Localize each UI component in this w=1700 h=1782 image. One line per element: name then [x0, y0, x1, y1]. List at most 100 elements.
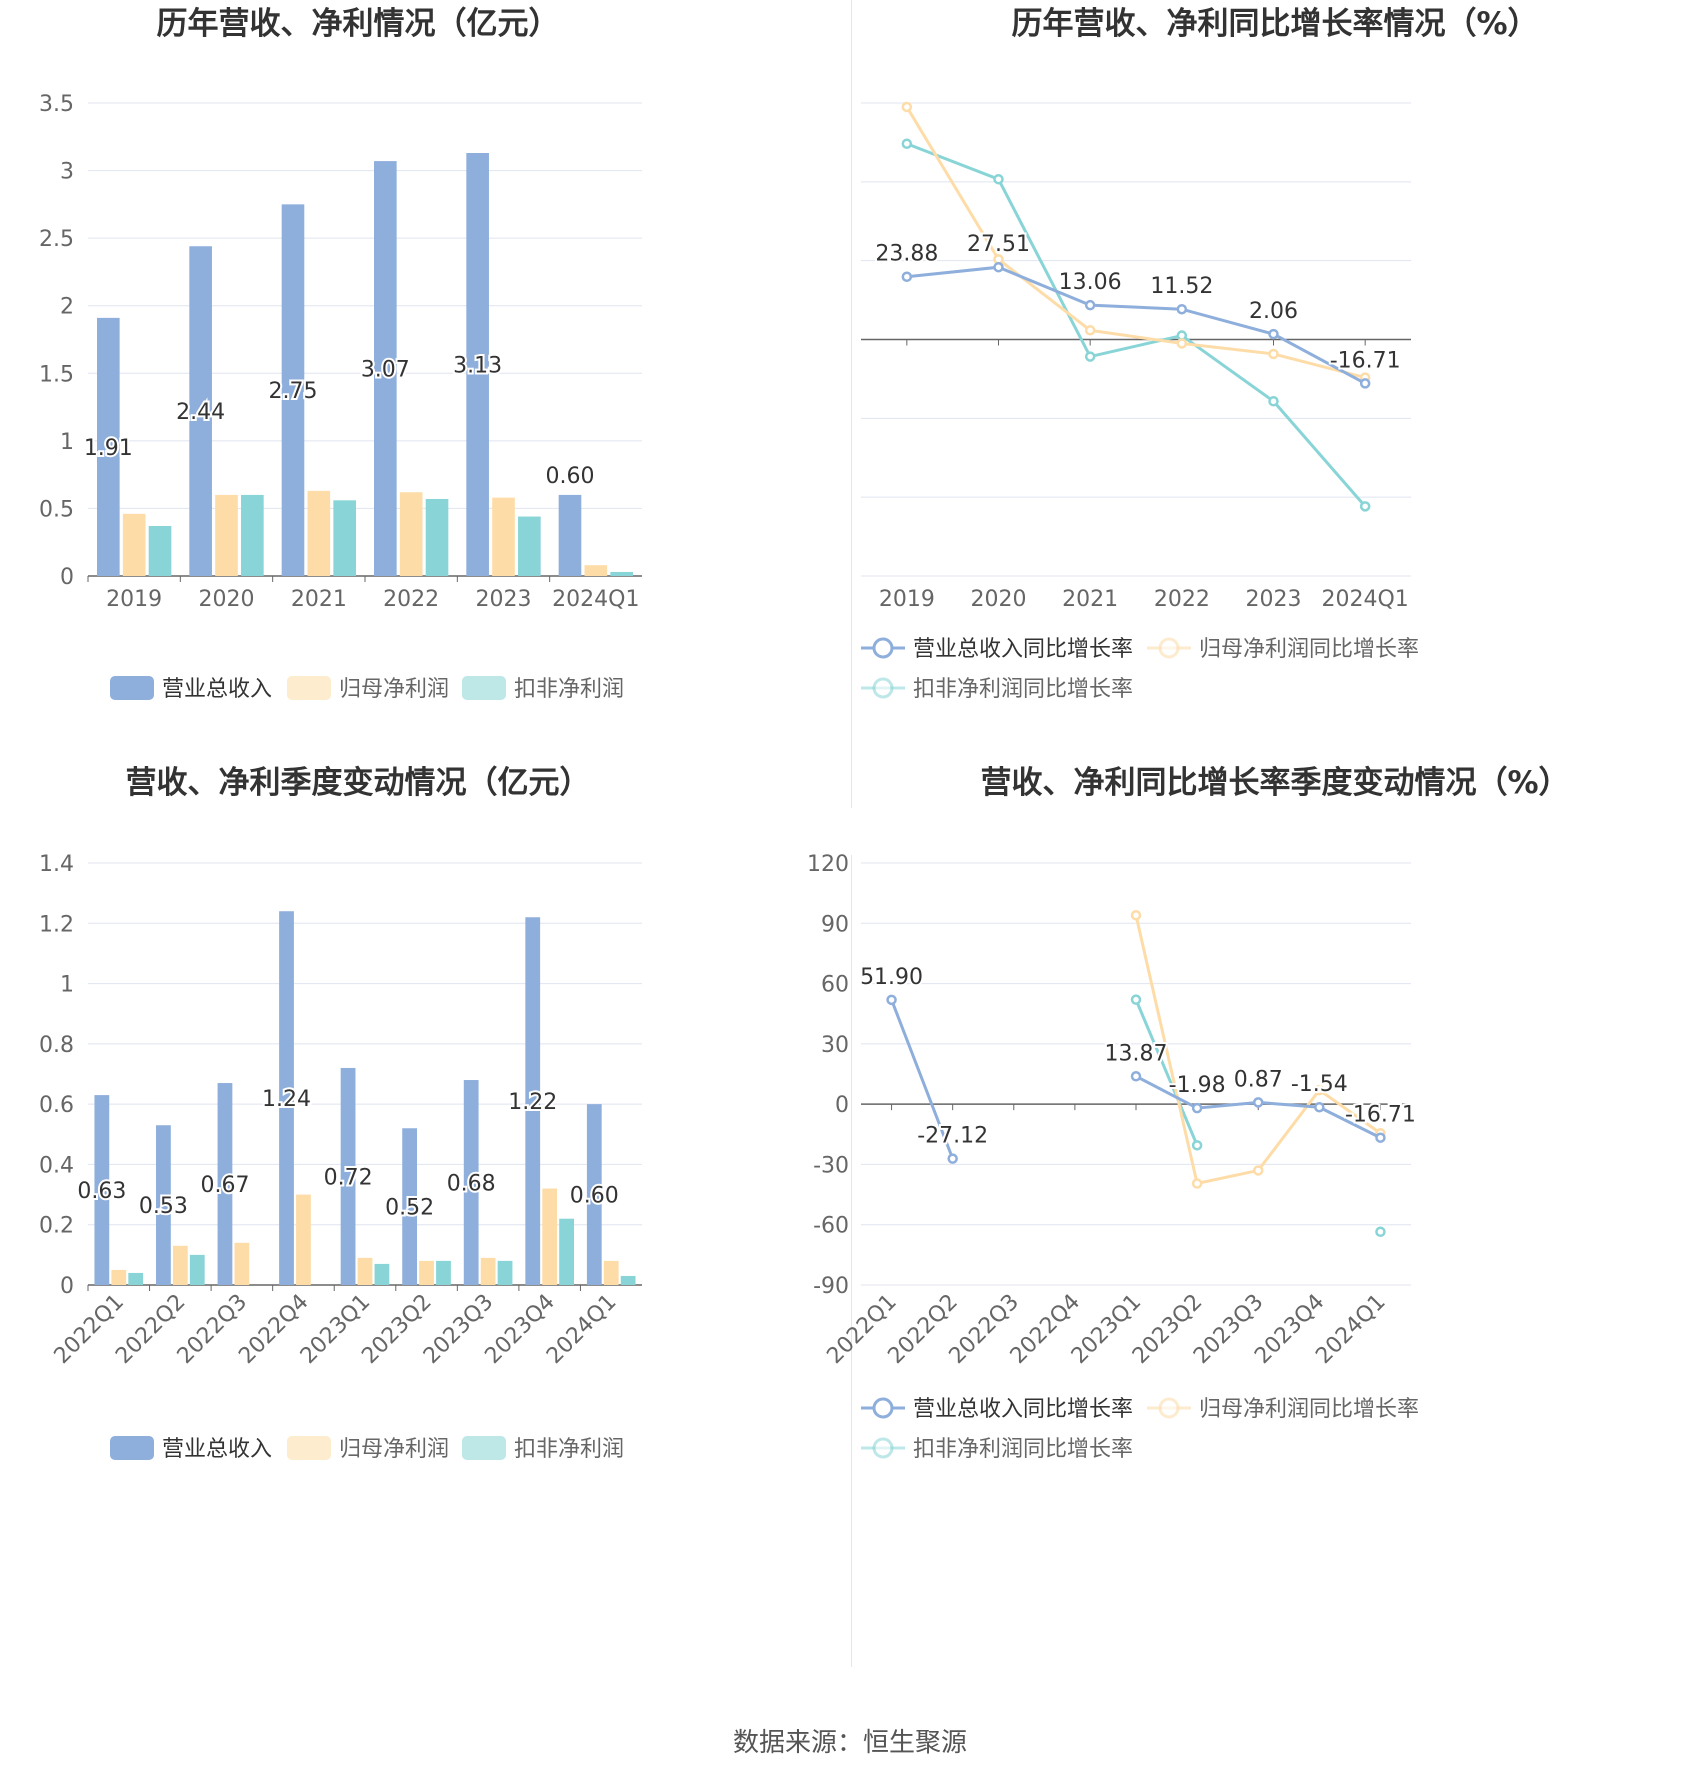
legend-label: 营业总收入 [162, 1437, 272, 1462]
bar-net-profit [603, 1260, 619, 1285]
y-tick-label: 1 [60, 973, 74, 998]
x-tick-label: 2019 [879, 587, 935, 612]
bar-deducted-profit [333, 500, 356, 576]
bar-net-profit [480, 1257, 496, 1285]
data-label: 0.53 [139, 1194, 188, 1219]
legend-label: 扣非净利润 [514, 677, 624, 702]
legend-marker [872, 1397, 894, 1419]
bar-revenue [466, 153, 489, 576]
data-label: -27.12 [917, 1124, 988, 1149]
data-label: 13.87 [1105, 1041, 1168, 1066]
plot-area: 00.20.40.60.811.21.42022Q10.632022Q20.53… [39, 852, 642, 1462]
bar-revenue [189, 246, 212, 576]
y-tick-label: -90 [813, 1274, 849, 1299]
series-point-net-profit [1191, 1178, 1203, 1189]
legend-marker [872, 677, 894, 699]
y-tick-label: 60 [821, 973, 849, 998]
data-label: 1.24 [262, 1087, 311, 1112]
series-point-net-profit [1252, 1165, 1264, 1176]
series-point-net-profit [1268, 348, 1279, 360]
x-tick-label: 2022 [1154, 587, 1210, 612]
data-label: 0.72 [324, 1165, 373, 1190]
quarterly-revenue-profit-chart: 营收、净利季度变动情况（亿元）00.20.40.60.811.21.42022Q… [39, 765, 642, 1462]
bar-deducted-profit [241, 494, 264, 576]
legend-swatch [287, 1436, 331, 1460]
chart-title: 营收、净利同比增长率季度变动情况（%） [980, 765, 1569, 801]
x-tick-label: 2019 [106, 587, 162, 612]
y-tick-label: 120 [807, 852, 849, 877]
series-point-revenue [947, 1153, 958, 1164]
data-source-note: 数据来源：恒生聚源 [732, 1728, 967, 1758]
legend-label: 扣非净利润 [514, 1437, 624, 1462]
data-label: -1.98 [1169, 1073, 1226, 1098]
legend-swatch [462, 676, 506, 700]
data-label: 2.44 [176, 400, 225, 425]
y-tick-label: 0 [60, 1274, 74, 1299]
bar-revenue [525, 917, 541, 1285]
series-point-net-profit [1130, 909, 1142, 921]
data-label: -16.71 [1330, 348, 1401, 373]
data-label: 11.52 [1150, 274, 1213, 299]
x-tick-label: 2022 [383, 587, 439, 612]
bar-revenue [402, 1128, 418, 1285]
y-tick-label: 2.5 [39, 227, 74, 252]
legend-marker [872, 637, 894, 659]
bar-deducted-profit [518, 516, 541, 576]
legend-label: 归母净利润 [339, 677, 449, 702]
x-tick-label: 2020 [199, 587, 255, 612]
annual-growth-rate-chart: 历年营收、净利同比增长率情况（%）-90-60-3003060902019202… [861, 6, 1539, 702]
chart-title: 历年营收、净利同比增长率情况（%） [1011, 6, 1538, 42]
y-tick-label: -60 [813, 1214, 849, 1239]
y-tick-label: 0 [60, 565, 74, 590]
data-label: 1.91 [84, 436, 133, 461]
bar-deducted-profit [559, 1218, 574, 1285]
bar-revenue [281, 204, 305, 576]
y-tick-label: 0.2 [39, 1214, 74, 1239]
series-point-revenue [1176, 303, 1188, 315]
series-point-revenue [1130, 1071, 1142, 1082]
series-point-net-profit [1084, 325, 1096, 336]
series-line-revenue [890, 999, 955, 1160]
y-tick-label: 0.5 [39, 497, 74, 522]
y-tick-label: 0.8 [39, 1033, 74, 1058]
legend-label: 营业总收入同比增长率 [913, 1397, 1133, 1422]
data-label: 51.90 [860, 965, 923, 990]
series-point-revenue [993, 261, 1004, 273]
y-tick-label: -30 [813, 1153, 849, 1178]
y-tick-label: 30 [821, 1033, 849, 1058]
legend-label: 归母净利润同比增长率 [1199, 637, 1419, 662]
chart-title: 历年营收、净利情况（亿元） [157, 6, 560, 42]
series-point-deducted-profit [1375, 1226, 1386, 1237]
chart-title: 营收、净利季度变动情况（亿元） [126, 765, 591, 801]
bar-net-profit [122, 513, 146, 576]
legend-label: 扣非净利润同比增长率 [913, 677, 1133, 702]
bar-revenue [558, 494, 582, 576]
bar-revenue [94, 1095, 110, 1285]
series-point-deducted-profit [901, 138, 913, 149]
bar-revenue [340, 1067, 356, 1285]
quarterly-growth-rate-chart: 营收、净利同比增长率季度变动情况（%）-90-60-30030609012020… [807, 765, 1570, 1462]
legend-swatch [110, 1436, 154, 1460]
x-tick-label: 2023 [476, 587, 532, 612]
bar-net-profit [492, 497, 515, 576]
y-tick-label: 1.4 [39, 852, 74, 877]
y-tick-label: 0.4 [39, 1153, 74, 1178]
y-tick-label: 1.5 [39, 362, 74, 387]
legend-swatch [462, 1436, 506, 1460]
bar-net-profit [172, 1245, 188, 1285]
annual-revenue-profit-chart: 历年营收、净利情况（亿元） 0 0.5 1 1.5 2 2.5 3 3.5 2019 1.91 202… [39, 6, 642, 702]
series-point-deducted-profit [993, 173, 1004, 185]
bar-deducted-profit [620, 1275, 636, 1285]
data-label: 0.52 [385, 1196, 434, 1221]
data-label: 1.22 [508, 1090, 557, 1115]
y-tick-label: 1 [60, 430, 74, 455]
bar-deducted-profit [128, 1272, 144, 1285]
data-label: 0.63 [77, 1179, 126, 1204]
data-label: 0.60 [570, 1184, 619, 1209]
data-label: -1.54 [1291, 1072, 1348, 1097]
series-point-deducted-profit [1268, 396, 1279, 407]
series-point-deducted-profit [1191, 1140, 1203, 1151]
bar-net-profit [357, 1257, 373, 1285]
data-label: 23.88 [875, 242, 938, 267]
bar-revenue [463, 1080, 479, 1285]
